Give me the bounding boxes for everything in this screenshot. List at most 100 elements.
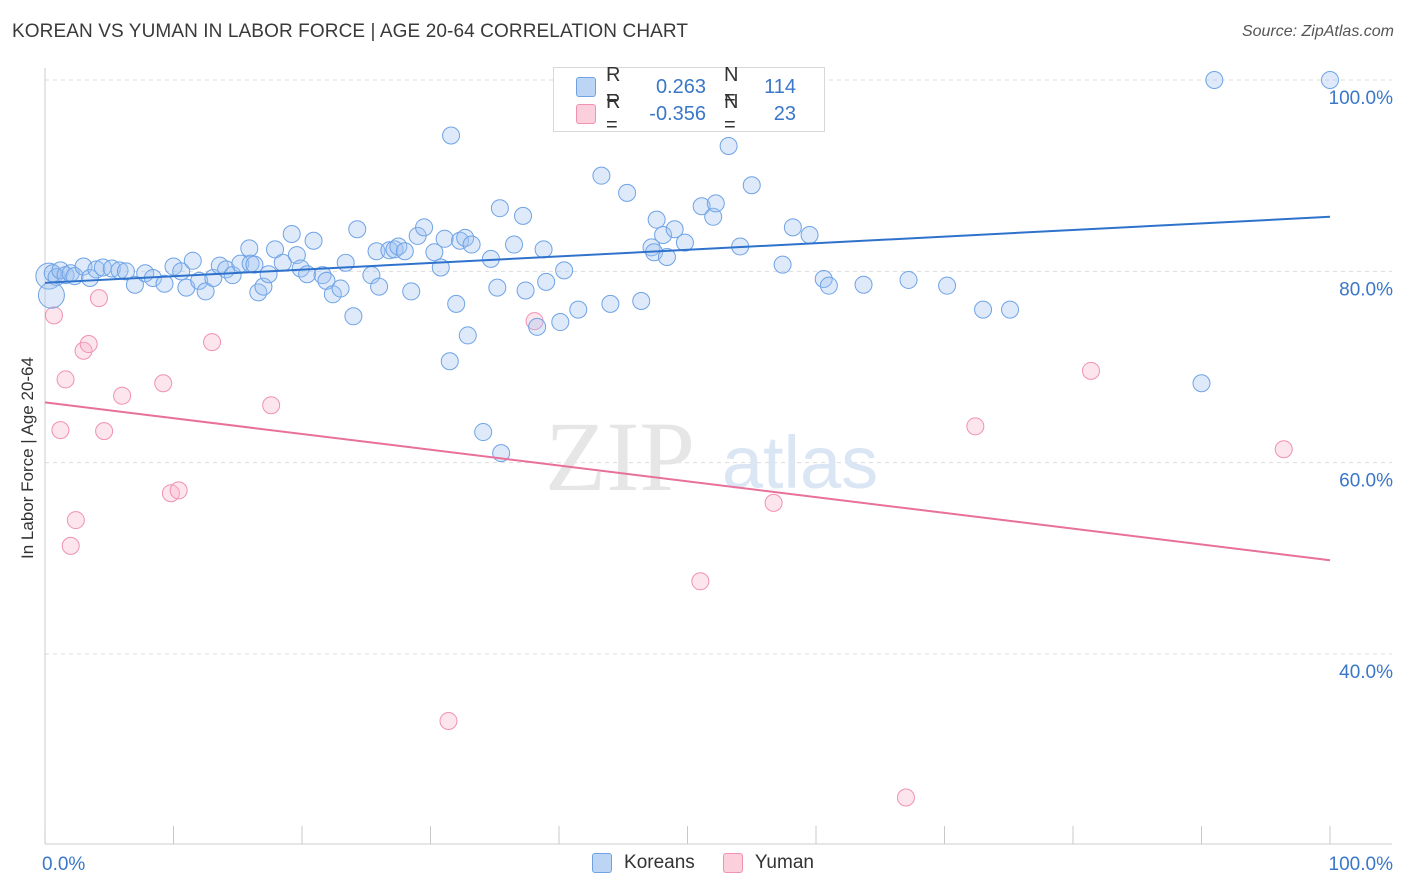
- korean-point: [447, 294, 466, 313]
- korean-point: [395, 242, 414, 261]
- korean-point: [647, 210, 666, 229]
- korean-point: [773, 255, 792, 274]
- korean-point: [240, 239, 259, 258]
- korean-point: [819, 276, 838, 295]
- korean-point: [462, 235, 481, 254]
- korean-point: [704, 207, 723, 226]
- yuman-point: [1081, 361, 1100, 380]
- korean-point: [474, 423, 493, 442]
- korean-point: [435, 229, 454, 248]
- koreans-swatch: [576, 77, 596, 97]
- korean-point: [974, 300, 993, 319]
- yuman-point: [56, 370, 75, 389]
- yuman-point: [262, 396, 281, 415]
- yuman-point: [51, 421, 70, 440]
- korean-point: [528, 317, 547, 336]
- watermark-zip: ZIP: [545, 401, 695, 512]
- yuman-point: [66, 511, 85, 530]
- korean-point: [380, 241, 399, 260]
- korean-point: [514, 206, 533, 225]
- yuman-point: [439, 711, 458, 730]
- yuman-point: [764, 493, 783, 512]
- series-legend: Koreans Yuman: [0, 852, 1406, 874]
- korean-point: [488, 278, 507, 297]
- korean-point: [551, 313, 570, 332]
- korean-point: [1205, 71, 1224, 89]
- korean-point: [287, 246, 306, 265]
- korean-points: [35, 71, 1339, 463]
- legend-row-yuman: R = -0.356 N = 23: [576, 91, 796, 136]
- yuman-trend-line: [44, 401, 1331, 562]
- korean-point: [367, 242, 386, 261]
- korean-point: [516, 281, 535, 300]
- yuman-point: [169, 481, 188, 500]
- axes: [44, 68, 1392, 845]
- korean-point: [190, 271, 209, 290]
- yuman-point: [113, 386, 132, 405]
- korean-point: [783, 218, 802, 237]
- korean-point: [706, 194, 725, 213]
- korean-point: [534, 240, 553, 259]
- korean-point: [569, 300, 588, 319]
- yuman-point: [44, 306, 63, 325]
- yuman-swatch: [576, 104, 596, 124]
- korean-point: [249, 283, 268, 302]
- korean-point: [601, 294, 620, 313]
- yuman-legend-swatch: [722, 853, 743, 873]
- x-tick-label-min: 0.0%: [42, 854, 85, 875]
- korean-point: [719, 137, 738, 156]
- korean-point: [1192, 374, 1211, 393]
- korean-point: [282, 225, 301, 244]
- korean-point: [440, 352, 459, 371]
- koreans-r-label: R =: [606, 64, 621, 109]
- trend-lines: [44, 215, 1331, 562]
- source-note: Source: ZipAtlas.com: [1241, 23, 1394, 40]
- yuman-point: [203, 333, 222, 352]
- koreans-legend-swatch: [592, 853, 613, 873]
- korean-point: [102, 259, 121, 278]
- yuman-point: [896, 788, 915, 807]
- korean-point: [675, 233, 694, 252]
- korean-point: [155, 274, 174, 293]
- yuman-point: [154, 374, 173, 393]
- korean-point: [37, 281, 65, 309]
- korean-point: [938, 276, 957, 295]
- yuman-r-label: R =: [606, 91, 621, 136]
- watermark: ZIP atlas: [545, 401, 878, 512]
- yuman-point: [966, 417, 985, 436]
- korean-point: [458, 326, 477, 345]
- korean-point: [87, 260, 106, 279]
- korean-point: [1321, 71, 1339, 89]
- grid-lines: [45, 79, 1392, 655]
- yuman-point: [89, 289, 108, 308]
- yuman-n-label: N =: [724, 91, 739, 136]
- korean-point: [116, 262, 135, 281]
- koreans-r-value: 0.263: [655, 75, 706, 98]
- yuman-point: [691, 572, 710, 591]
- korean-point: [654, 225, 673, 244]
- korean-point: [266, 240, 285, 259]
- korean-point: [1001, 300, 1020, 319]
- korean-point: [451, 231, 470, 250]
- korean-point: [425, 243, 444, 262]
- legend-item-koreans: Koreans: [592, 852, 695, 874]
- korean-point: [331, 279, 350, 298]
- korean-point: [632, 291, 651, 310]
- yuman-legend-label: Yuman: [754, 852, 814, 873]
- yuman-point: [61, 536, 80, 555]
- korean-point: [800, 225, 819, 244]
- koreans-legend-label: Koreans: [624, 852, 695, 873]
- yuman-r-value: -0.356: [649, 102, 706, 125]
- korean-point: [344, 307, 363, 326]
- y-tick-label-100: 100.0%: [1329, 88, 1394, 109]
- y-tick-label-40: 40.0%: [1339, 662, 1393, 683]
- tick-labels: 40.0% 60.0% 80.0% 100.0% 0.0% 100.0%: [42, 88, 1393, 875]
- korean-point: [370, 277, 389, 296]
- korean-point: [592, 166, 611, 185]
- watermark-atlas: atlas: [722, 421, 878, 504]
- korean-point: [442, 126, 461, 145]
- koreans-n-value: 114: [764, 75, 796, 98]
- korean-point: [657, 247, 676, 266]
- yuman-point: [79, 335, 98, 354]
- yuman-points: [44, 289, 1293, 807]
